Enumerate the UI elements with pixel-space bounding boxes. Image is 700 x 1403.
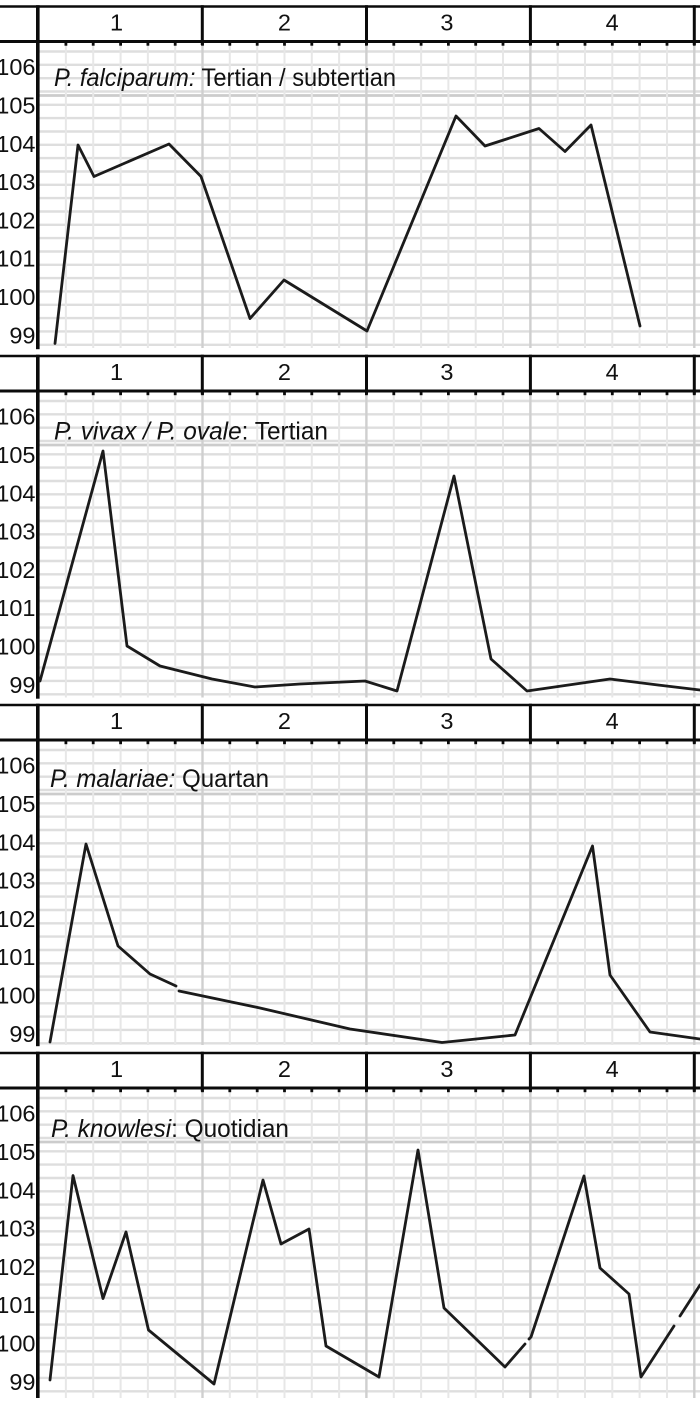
svg-text:100: 100 xyxy=(0,284,36,310)
svg-text:102: 102 xyxy=(0,557,36,583)
svg-text:100: 100 xyxy=(0,1331,36,1357)
svg-text:1: 1 xyxy=(110,10,123,36)
svg-text:P. falciparum: Tertian / subte: P. falciparum: Tertian / subtertian xyxy=(54,64,396,92)
svg-text:99: 99 xyxy=(9,322,35,348)
svg-text:104: 104 xyxy=(0,1177,36,1203)
svg-text:103: 103 xyxy=(0,868,36,894)
svg-text:103: 103 xyxy=(0,519,36,545)
svg-text:104: 104 xyxy=(0,480,36,506)
svg-text:P. malariae: Quartan: P. malariae: Quartan xyxy=(50,765,269,793)
svg-text:P. knowlesi: Quotidian: P. knowlesi: Quotidian xyxy=(51,1115,289,1143)
svg-text:1: 1 xyxy=(110,1056,123,1082)
svg-text:1: 1 xyxy=(110,708,123,734)
svg-text:3: 3 xyxy=(440,10,453,36)
svg-text:103: 103 xyxy=(0,1216,36,1242)
svg-text:2: 2 xyxy=(278,708,291,734)
svg-text:101: 101 xyxy=(0,246,36,272)
svg-text:100: 100 xyxy=(0,983,36,1009)
svg-text:4: 4 xyxy=(606,359,619,385)
svg-text:3: 3 xyxy=(440,359,453,385)
svg-text:106: 106 xyxy=(0,54,36,80)
svg-text:104: 104 xyxy=(0,829,36,855)
svg-text:2: 2 xyxy=(278,1056,291,1082)
svg-text:101: 101 xyxy=(0,595,36,621)
svg-text:4: 4 xyxy=(606,10,619,36)
svg-text:100: 100 xyxy=(0,634,36,660)
svg-text:1: 1 xyxy=(110,359,123,385)
svg-text:99: 99 xyxy=(9,672,35,698)
svg-text:105: 105 xyxy=(0,791,36,817)
svg-text:99: 99 xyxy=(9,1369,35,1395)
svg-text:106: 106 xyxy=(0,1101,36,1127)
svg-text:104: 104 xyxy=(0,131,36,157)
svg-text:105: 105 xyxy=(0,92,36,118)
svg-text:106: 106 xyxy=(0,404,36,430)
svg-text:102: 102 xyxy=(0,906,36,932)
svg-text:4: 4 xyxy=(606,1056,619,1082)
svg-text:101: 101 xyxy=(0,1292,36,1318)
svg-text:102: 102 xyxy=(0,1254,36,1280)
svg-text:106: 106 xyxy=(0,753,36,779)
svg-text:2: 2 xyxy=(278,359,291,385)
svg-text:105: 105 xyxy=(0,1139,36,1165)
svg-text:103: 103 xyxy=(0,169,36,195)
svg-text:102: 102 xyxy=(0,207,36,233)
svg-text:P. vivax / P. ovale: Tertian: P. vivax / P. ovale: Tertian xyxy=(54,418,328,446)
svg-text:3: 3 xyxy=(440,1056,453,1082)
svg-text:105: 105 xyxy=(0,442,36,468)
svg-text:101: 101 xyxy=(0,944,36,970)
svg-text:4: 4 xyxy=(606,708,619,734)
svg-text:3: 3 xyxy=(440,708,453,734)
svg-text:2: 2 xyxy=(278,10,291,36)
svg-text:99: 99 xyxy=(9,1021,35,1047)
